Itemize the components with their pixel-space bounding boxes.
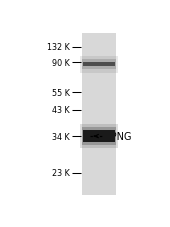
Bar bbox=[83, 131, 115, 142]
Bar bbox=[82, 60, 116, 70]
Text: 132 K: 132 K bbox=[47, 43, 70, 52]
Text: APNG: APNG bbox=[105, 131, 132, 141]
Text: 34 K: 34 K bbox=[52, 132, 70, 141]
Bar bbox=[80, 56, 118, 73]
Bar bbox=[82, 128, 116, 145]
Bar bbox=[80, 124, 118, 149]
Bar bbox=[83, 63, 115, 67]
Text: 43 K: 43 K bbox=[52, 106, 70, 115]
Text: 90 K: 90 K bbox=[52, 59, 70, 68]
Bar bbox=[82, 34, 116, 195]
Text: 23 K: 23 K bbox=[52, 169, 70, 178]
Text: 55 K: 55 K bbox=[52, 88, 70, 97]
